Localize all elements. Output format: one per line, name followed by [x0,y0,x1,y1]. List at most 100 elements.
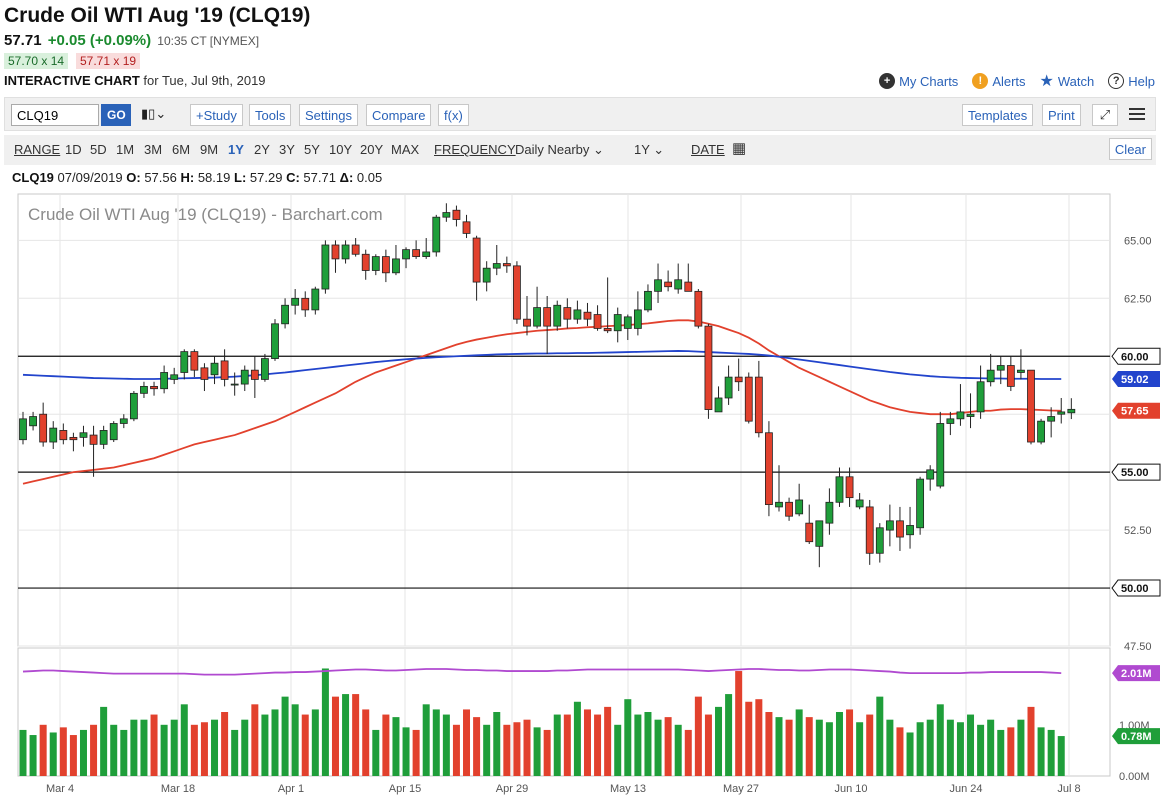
candle-body [946,418,955,424]
candle [644,284,652,313]
volume-bar [725,694,733,776]
candle-body [795,499,804,515]
tools-button[interactable]: Tools [249,104,292,126]
candle [543,295,552,354]
candle [573,300,582,324]
volume-bar [200,722,208,776]
quote-line: 57.71 +0.05 (+0.09%) 10:35 CT [NYMEX] [4,32,259,49]
calendar-icon[interactable]: ▦ [732,140,747,157]
candle-body [553,304,562,327]
print-button[interactable]: Print [1042,104,1081,126]
volume-average-tag: 2.01M [1112,665,1160,682]
ohlc-high: 58.19 [197,170,231,185]
candle [462,214,471,239]
candle-body [452,209,461,220]
candle [563,298,572,329]
star-icon: ★ [1039,73,1054,90]
clear-button[interactable]: Clear [1108,138,1152,160]
range-1d[interactable]: 1D [65,142,82,157]
x-axis: Mar 4 Mar 18 Apr 1 Apr 15 Apr 29 May 13 May 27… [46,783,1081,795]
range-3y[interactable]: 3Y [279,142,295,157]
price-chart[interactable]: Crude Oil WTI Aug '19 (CLQ19) - Barchart… [0,190,1165,798]
candle-body [916,478,925,529]
moving-average-blue-tag: 59.02 [1112,370,1160,387]
candle-body [392,258,400,274]
alerts-link[interactable]: ! Alerts [972,71,1026,91]
symbol-input[interactable] [11,104,99,126]
volume-last-tag: 0.78M [1112,728,1160,745]
range-5y[interactable]: 5Y [304,142,320,157]
frequency-select[interactable]: Daily Nearby ⌄ [515,142,604,158]
range-5d[interactable]: 5D [90,142,107,157]
candle-body [492,263,501,269]
help-link[interactable]: ? Help [1108,71,1155,91]
candle-body [1027,369,1035,443]
watch-link[interactable]: ★ Watch [1040,71,1095,91]
fx-button[interactable]: f(x) [438,104,469,126]
candle-body [936,423,945,487]
volume-bar [1037,727,1045,776]
candle [230,372,239,396]
candle-body [190,351,199,371]
x-tick-label: Mar 4 [46,783,74,795]
range-max[interactable]: MAX [391,142,420,157]
candle [986,353,995,387]
volume-bar [735,671,743,776]
moving-average-blue-line [22,350,1062,380]
horizontal-line-tag-label: 55.00 [1121,467,1149,479]
date-label[interactable]: DATE [691,142,725,157]
range-20y[interactable]: 20Y [360,142,384,157]
candle-body [573,309,582,320]
volume-bar [120,729,128,776]
subtitle-date: for Tue, Jul 9th, 2019 [143,73,266,88]
candle-body [402,249,410,260]
plus-circle-icon: + [879,73,896,89]
settings-button[interactable]: Settings [299,104,358,126]
frequency-value: Daily Nearby [515,142,590,157]
study-button[interactable]: +Study [190,104,243,126]
volume-tick-label: 0.00M [1119,771,1150,783]
candle [89,425,98,477]
candle-body [472,237,481,283]
candle [533,286,541,329]
candle-body [855,499,864,508]
candle-body [160,372,169,390]
price-change: +0.05 (+0.09%) [47,32,152,49]
moving-average-red-tag-shape [1112,402,1160,419]
candle-body [775,501,783,508]
candle [200,363,209,392]
candle [633,291,642,336]
range-10y[interactable]: 10Y [329,142,353,157]
y-tick-label: 65.00 [1124,235,1152,247]
volume-bar [301,714,309,776]
menu-icon[interactable] [1129,106,1145,123]
candle-body [109,423,118,441]
y-axis: 65.0062.5060.0057.5055.0052.5050.0047.50… [1119,235,1152,783]
period-select[interactable]: 1Y ⌄ [634,142,664,158]
range-6m[interactable]: 6M [172,142,191,157]
candle [583,302,592,327]
range-1m[interactable]: 1M [116,142,135,157]
horizontal-line-tag-shape [1111,347,1161,365]
volume-last-tag-shape [1112,728,1160,745]
candle-body [1037,420,1045,443]
candle-body [180,351,189,373]
compare-button[interactable]: Compare [366,104,432,126]
volume-bar [654,719,662,776]
range-2y[interactable]: 2Y [254,142,270,157]
volume-bar [674,724,682,776]
chart-type-dropdown[interactable]: ▮▯⌄ [141,106,166,122]
candle [664,270,673,292]
templates-button[interactable]: Templates [962,104,1034,126]
go-button[interactable]: GO [101,104,131,126]
volume-bar [876,696,884,776]
range-3m[interactable]: 3M [144,142,163,157]
candle-body [966,413,975,417]
range-9m[interactable]: 9M [200,142,219,157]
volume-bar [1007,727,1015,776]
my-charts-link[interactable]: + My Charts [879,71,958,91]
candle-body [240,369,249,385]
expand-icon[interactable]: ⤢ [1092,104,1118,126]
range-1y[interactable]: 1Y [228,142,244,157]
candle-body [744,376,753,422]
